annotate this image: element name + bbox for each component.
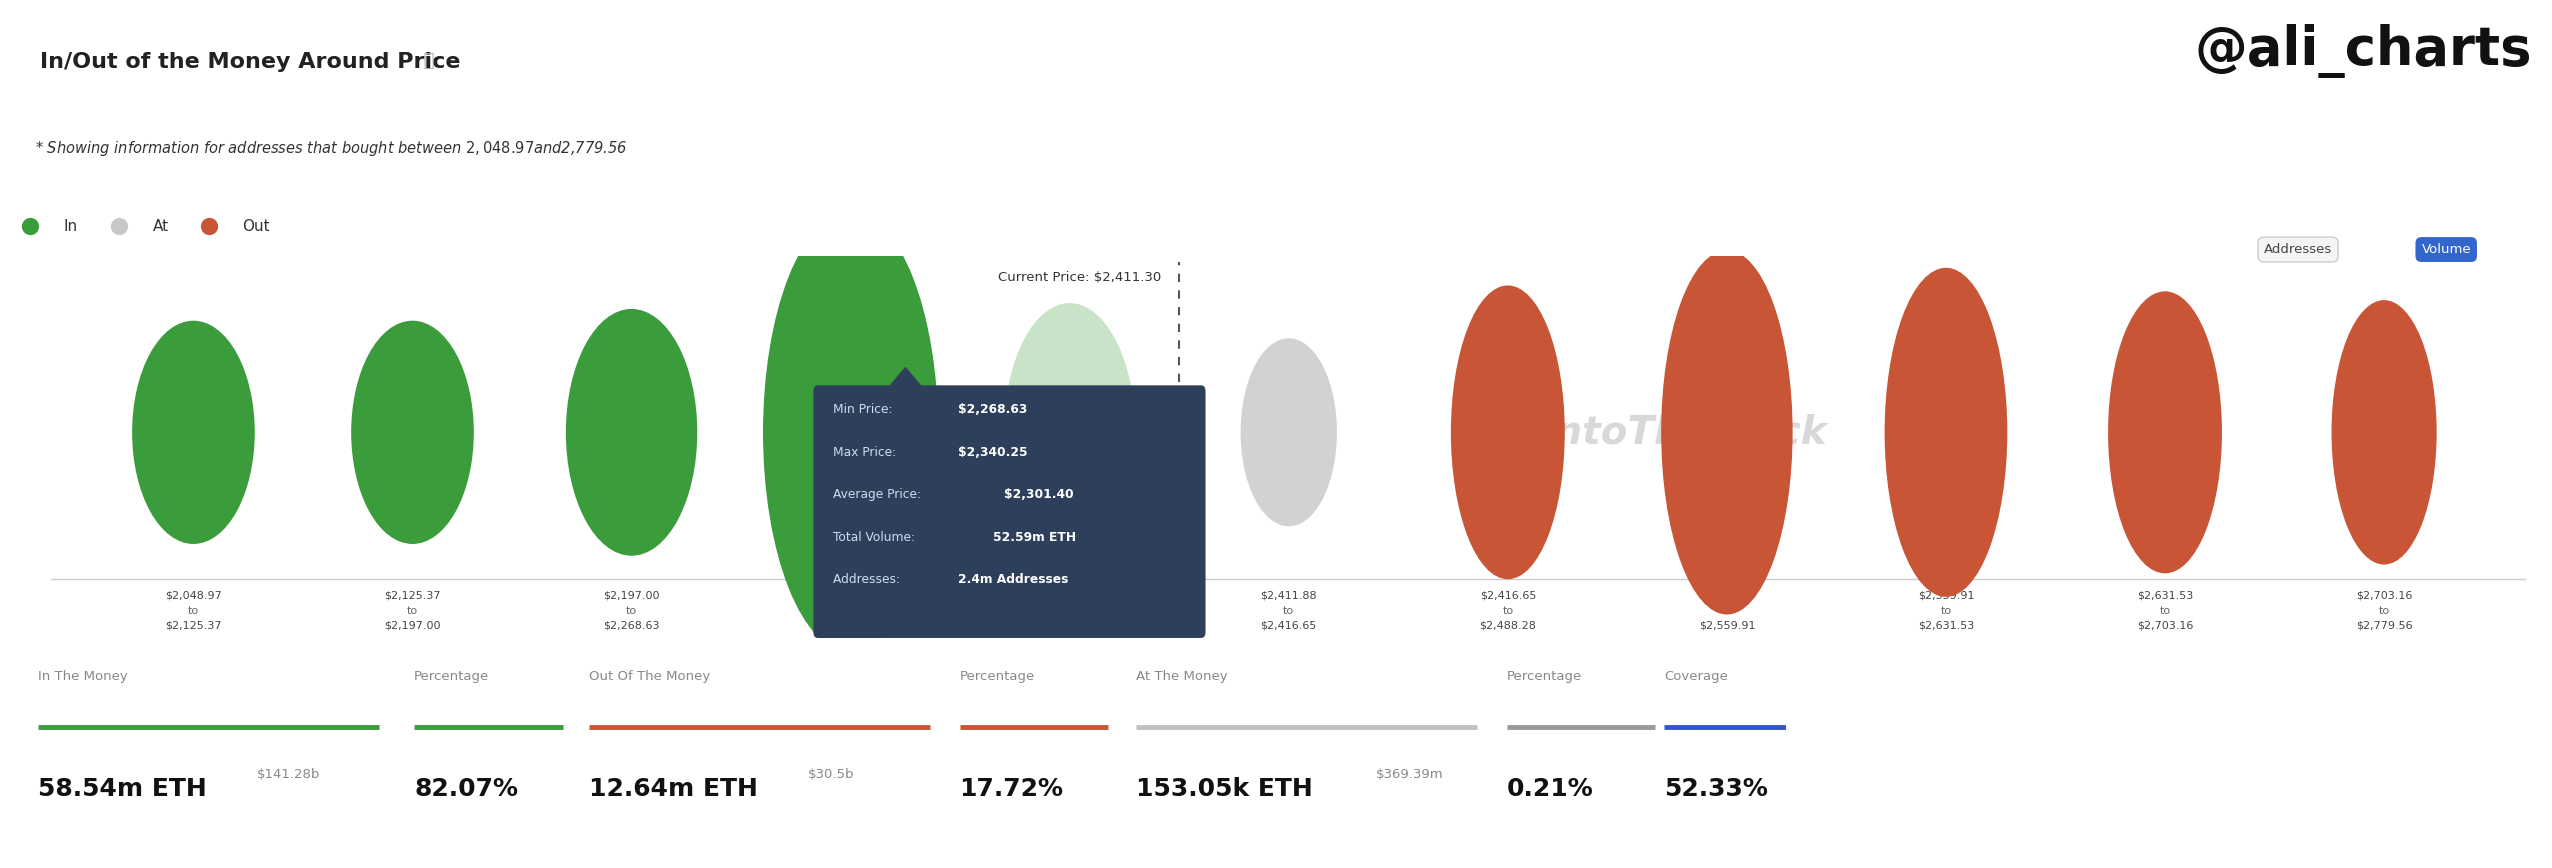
Text: $141.28b: $141.28b — [258, 767, 319, 780]
Text: @ali_charts: @ali_charts — [2195, 23, 2532, 78]
Text: $2,416.65: $2,416.65 — [1261, 621, 1317, 630]
Text: $2,340.25: $2,340.25 — [960, 445, 1028, 458]
Text: In: In — [64, 219, 79, 233]
Text: Percentage: Percentage — [960, 670, 1034, 683]
Text: $2,559.91: $2,559.91 — [1917, 591, 1975, 601]
Text: In/Out of the Money Around Price: In/Out of the Money Around Price — [41, 52, 462, 72]
Text: $2,411.88: $2,411.88 — [1041, 621, 1097, 630]
Text: 58.54m ETH: 58.54m ETH — [38, 778, 207, 801]
Text: $2,197.00: $2,197.00 — [385, 621, 441, 630]
Text: to: to — [1284, 606, 1294, 615]
Text: $30.5b: $30.5b — [806, 767, 855, 780]
Text: * Showing information for addresses that bought between $2,048.97 and $2,779.56: * Showing information for addresses that… — [36, 139, 628, 158]
Text: $2,779.56: $2,779.56 — [2355, 621, 2412, 630]
Text: Percentage: Percentage — [1506, 670, 1582, 683]
Text: $2,340.25: $2,340.25 — [822, 621, 878, 630]
Ellipse shape — [1661, 250, 1792, 615]
Text: to: to — [845, 606, 855, 615]
Ellipse shape — [763, 212, 939, 653]
Text: Out: Out — [242, 219, 271, 233]
Text: to: to — [2159, 606, 2172, 615]
Text: $2,301.40: $2,301.40 — [1003, 488, 1074, 501]
Text: $2,411.88: $2,411.88 — [1261, 591, 1317, 601]
Text: to: to — [2378, 606, 2389, 615]
Text: $2,631.53: $2,631.53 — [1919, 621, 1975, 630]
Ellipse shape — [567, 309, 697, 556]
Text: Volume: Volume — [2422, 243, 2470, 256]
Polygon shape — [886, 368, 926, 391]
Ellipse shape — [352, 320, 475, 544]
Text: to: to — [625, 606, 638, 615]
Text: to: to — [1940, 606, 1952, 615]
Text: In The Money: In The Money — [38, 670, 128, 683]
Text: 153.05k ETH: 153.05k ETH — [1136, 778, 1312, 801]
Ellipse shape — [2108, 292, 2223, 574]
Text: 2.4m Addresses: 2.4m Addresses — [960, 574, 1069, 587]
Text: Out Of The Money: Out Of The Money — [590, 670, 709, 683]
Text: to: to — [189, 606, 199, 615]
Text: $2,703.16: $2,703.16 — [2136, 621, 2192, 630]
Text: to: to — [1503, 606, 1513, 615]
Text: 12.64m ETH: 12.64m ETH — [590, 778, 758, 801]
Text: $2,416.65: $2,416.65 — [1480, 591, 1536, 601]
Ellipse shape — [1452, 286, 1564, 579]
Ellipse shape — [1003, 303, 1136, 562]
Ellipse shape — [1240, 339, 1337, 526]
Text: $2,703.16: $2,703.16 — [2355, 591, 2412, 601]
Text: Min Price:: Min Price: — [832, 403, 896, 416]
Text: IntoTheBlock: IntoTheBlock — [1539, 413, 1827, 451]
Text: 17.72%: 17.72% — [960, 778, 1064, 801]
Text: At The Money: At The Money — [1136, 670, 1228, 683]
Text: $2,197.00: $2,197.00 — [602, 591, 661, 601]
Text: At: At — [153, 219, 168, 233]
Text: $2,048.97: $2,048.97 — [166, 591, 222, 601]
Text: 52.59m ETH: 52.59m ETH — [993, 530, 1077, 543]
Text: Total Volume:: Total Volume: — [832, 530, 919, 543]
Text: $2,559.91: $2,559.91 — [1700, 621, 1756, 630]
Text: $2,268.63: $2,268.63 — [822, 591, 878, 601]
Ellipse shape — [1883, 268, 2008, 597]
Text: Addresses:: Addresses: — [832, 574, 903, 587]
Text: $2,488.28: $2,488.28 — [1480, 621, 1536, 630]
Text: Average Price:: Average Price: — [832, 488, 924, 501]
Text: 52.33%: 52.33% — [1664, 778, 1769, 801]
FancyBboxPatch shape — [814, 385, 1205, 638]
Text: to: to — [1723, 606, 1733, 615]
Text: $2,125.37: $2,125.37 — [385, 591, 441, 601]
Text: $2,125.37: $2,125.37 — [166, 621, 222, 630]
Text: $2,340.25: $2,340.25 — [1041, 591, 1097, 601]
Text: to: to — [1064, 606, 1074, 615]
Text: $369.39m: $369.39m — [1376, 767, 1444, 780]
Text: to: to — [406, 606, 419, 615]
Text: Addresses: Addresses — [2264, 243, 2333, 256]
Ellipse shape — [133, 320, 255, 544]
Text: $2,488.28: $2,488.28 — [1700, 591, 1756, 601]
Text: $2,268.63: $2,268.63 — [960, 403, 1028, 416]
Text: 82.07%: 82.07% — [413, 778, 518, 801]
Text: Percentage: Percentage — [413, 670, 490, 683]
Text: Current Price: $2,411.30: Current Price: $2,411.30 — [998, 271, 1161, 284]
Ellipse shape — [2333, 300, 2437, 564]
Text: $2,631.53: $2,631.53 — [2136, 591, 2192, 601]
Text: Coverage: Coverage — [1664, 670, 1728, 683]
Text: $2,268.63: $2,268.63 — [602, 621, 661, 630]
Text: Max Price:: Max Price: — [832, 445, 901, 458]
Text: 0.21%: 0.21% — [1506, 778, 1592, 801]
Text: ⓘ: ⓘ — [419, 52, 434, 70]
